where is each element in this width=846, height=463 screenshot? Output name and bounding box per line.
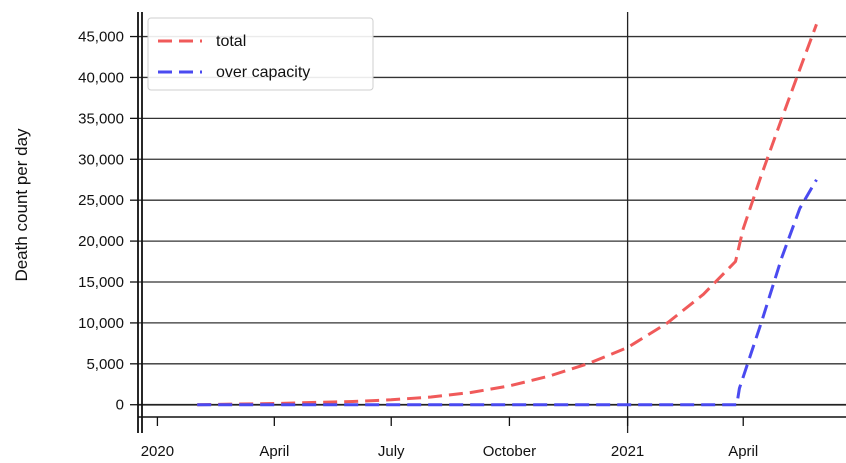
y-tick-label: 30,000 xyxy=(78,151,124,168)
x-tick-label: October xyxy=(483,443,536,460)
y-axis-title: Death count per day xyxy=(12,128,31,282)
y-tick-label: 25,000 xyxy=(78,192,124,209)
legend-label: total xyxy=(216,33,246,50)
y-tick-label: 40,000 xyxy=(78,69,124,86)
x-tick-label: July xyxy=(378,443,405,460)
legend-box xyxy=(147,17,374,91)
series-layer xyxy=(197,23,818,407)
series-line-total xyxy=(197,23,818,407)
y-tick-label: 0 xyxy=(116,397,124,414)
y-tick-label: 15,000 xyxy=(78,274,124,291)
x-tick-label: April xyxy=(259,443,289,460)
y-tick-label: 35,000 xyxy=(78,110,124,127)
y-tick-label: 5,000 xyxy=(86,356,124,373)
legend-label: over capacity xyxy=(216,64,310,81)
y-tick-label: 10,000 xyxy=(78,315,124,332)
legend: total over capacity xyxy=(147,17,374,91)
x-tick-label: April xyxy=(728,443,758,460)
x-tick-label: 2020 xyxy=(141,443,174,460)
x-tick-label: 2021 xyxy=(611,443,644,460)
axis-layer: 0 5,000 10,000 15,000 20,000 25,000 30,000 35,0… xyxy=(78,12,846,460)
y-tick-label: 20,000 xyxy=(78,233,124,250)
y-tick-label: 45,000 xyxy=(78,29,124,46)
series-line-over-capacity xyxy=(197,178,818,407)
